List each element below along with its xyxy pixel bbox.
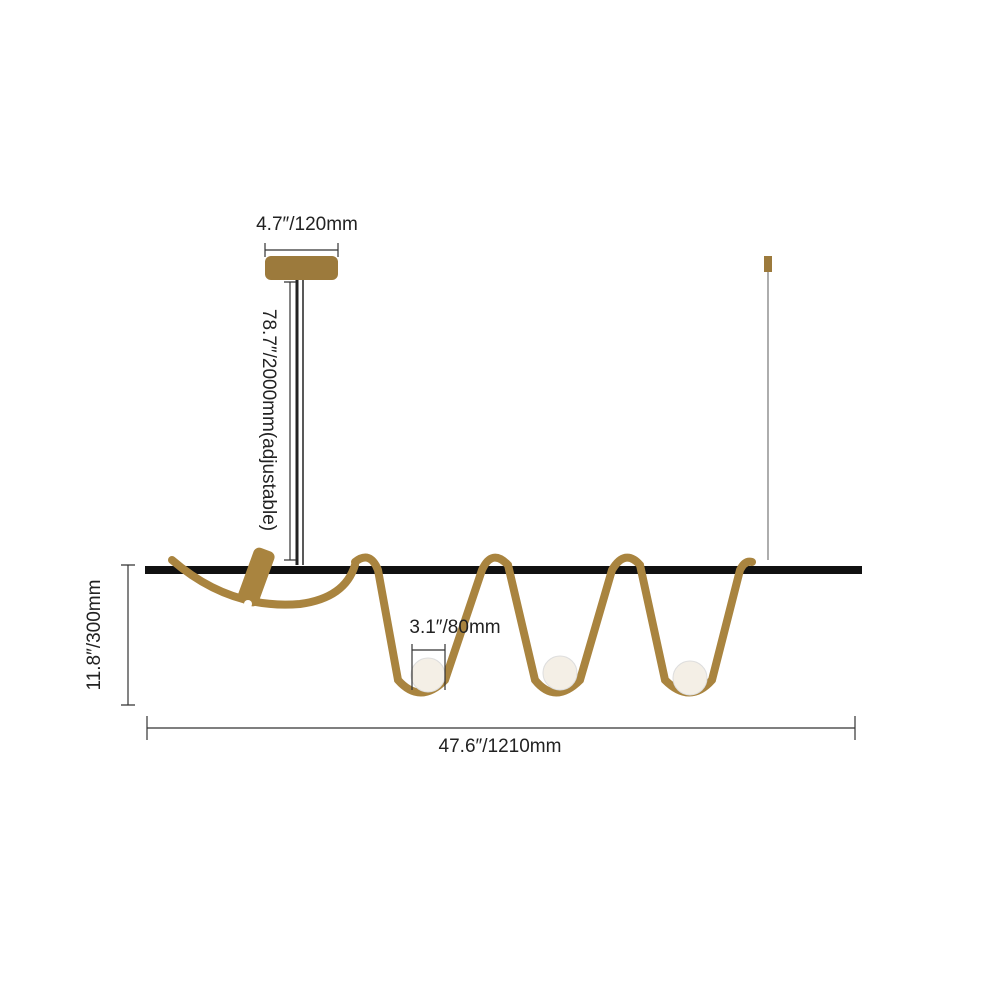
ribbon [168, 556, 359, 609]
spotlight [237, 547, 275, 607]
dimension-line [264, 243, 339, 257]
dimension-line [284, 281, 296, 561]
globe [672, 660, 708, 696]
dimension-label: 47.6″/1210mm [439, 736, 562, 757]
dimension-line [411, 644, 446, 690]
dimension-line [121, 564, 135, 706]
spotlight-lens [244, 600, 252, 608]
dimension-label: 11.8″/300mm [84, 580, 105, 691]
dimension-line [146, 716, 856, 740]
dimension-label: 4.7″/120mm [256, 214, 358, 235]
bar [145, 566, 862, 574]
ribbon-waves [351, 553, 756, 697]
globe [542, 655, 578, 691]
dimension-label: 3.1″/80mm [409, 617, 500, 638]
cable-clip [764, 256, 772, 272]
dimension-label: 78.7″/2000mm(adjustable) [258, 309, 279, 531]
globe [410, 657, 446, 693]
canopy [265, 256, 338, 280]
